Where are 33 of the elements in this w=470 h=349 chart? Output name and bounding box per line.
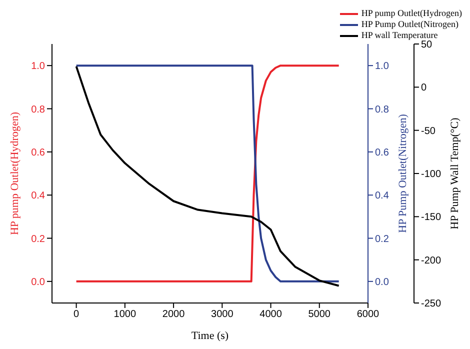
x-axis-title: Time (s) <box>191 330 229 342</box>
y-tick-label: 0.6 <box>31 147 46 158</box>
y-tick-label: 0.8 <box>31 104 46 116</box>
y3-tick-label: 50 <box>421 40 433 51</box>
y3-tick-label: -250 <box>421 298 442 310</box>
y-axis-title: HP pump Outlet(Hydrogen) <box>8 112 21 236</box>
y2-tick-label: 0.4 <box>375 190 390 202</box>
x-tick-label: 3000 <box>211 309 234 320</box>
y2-tick-label: 0.6 <box>375 147 390 158</box>
legend-label: HP pump Outlet(Hydrogen) <box>361 8 462 19</box>
y3-tick-label: -50 <box>421 126 436 137</box>
y3-axis-title: HP Pump Wall Temp(°C) <box>448 117 461 230</box>
x-tick-label: 4000 <box>260 309 282 320</box>
y-tick-label: 0.4 <box>31 190 46 202</box>
y3-tick-label: -200 <box>421 255 442 266</box>
y-tick-label: 0.0 <box>31 276 46 288</box>
y2-tick-label: 0.2 <box>375 234 390 245</box>
x-tick-label: 1000 <box>114 309 136 320</box>
y2-tick-label: 0.0 <box>375 276 390 288</box>
x-tick-label: 5000 <box>308 309 331 320</box>
y3-tick-label: -150 <box>421 212 442 224</box>
y2-tick-label: 1.0 <box>375 61 390 72</box>
x-tick-label: 0 <box>74 309 80 320</box>
y2-axis-title: HP Pump Outlet(Nitrogen) <box>396 114 409 233</box>
legend-label: HP Pump Outlet(Nitrogen) <box>361 19 459 30</box>
y3-tick-label: 0 <box>421 82 427 94</box>
x-tick-label: 6000 <box>356 309 380 320</box>
y-tick-label: 0.2 <box>31 234 46 245</box>
legend-label: HP wall Temperature <box>361 30 438 40</box>
y2-tick-label: 0.8 <box>375 104 390 116</box>
x-tick-label: 2000 <box>162 309 186 320</box>
y-tick-label: 1.0 <box>31 61 46 72</box>
y3-tick-label: -100 <box>421 169 442 180</box>
